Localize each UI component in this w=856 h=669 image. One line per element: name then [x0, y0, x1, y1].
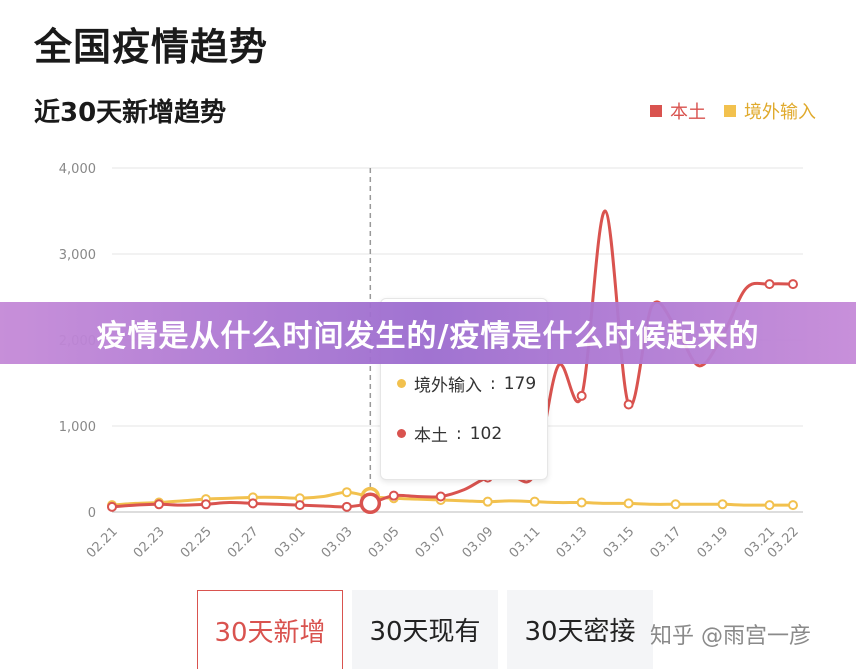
local-point	[107, 501, 117, 512]
imported-point	[764, 500, 775, 511]
imported-point	[670, 499, 681, 510]
x-tick-label: 03.09	[460, 524, 497, 561]
local-point	[200, 499, 211, 510]
x-tick-label: 03.07	[413, 524, 450, 561]
local-point	[153, 499, 164, 510]
tooltip-label-local: 本土	[414, 426, 448, 446]
x-tick-label: 02.25	[178, 524, 215, 561]
imported-point	[529, 496, 540, 507]
x-tick-label: 03.11	[507, 524, 544, 561]
imported-point	[482, 496, 493, 507]
local-highlight-point	[359, 492, 382, 514]
x-tick-label: 02.27	[225, 524, 262, 561]
tooltip-dot-imported	[397, 379, 406, 388]
tooltip-row-imported: 境外输入:179	[397, 371, 536, 396]
x-tick-label: 02.21	[84, 524, 121, 561]
tooltip-dot-local	[397, 429, 406, 438]
tooltip-row-local: 本土:102	[397, 421, 502, 446]
imported-point	[576, 497, 587, 508]
x-tick-label: 03.01	[272, 524, 309, 561]
page-title: 全国疫情趋势	[34, 25, 269, 69]
local-point	[247, 498, 258, 509]
local-point	[341, 501, 352, 512]
legend-swatch-imported	[724, 105, 736, 117]
tooltip-value-imported: 179	[503, 373, 537, 394]
imported-point	[623, 498, 634, 509]
x-tick-label: 03.17	[647, 524, 684, 561]
x-tick-label: 02.23	[131, 524, 168, 561]
local-point	[764, 279, 775, 290]
y-tick-label: 0	[88, 506, 96, 521]
overlay-banner: 疫情是从什么时间发生的/疫情是什么时候起来的	[0, 302, 856, 364]
banner-text: 疫情是从什么时间发生的/疫情是什么时候起来的	[96, 319, 760, 354]
imported-point	[788, 500, 798, 511]
local-point	[576, 390, 587, 401]
local-point	[788, 279, 798, 290]
legend-label-imported: 境外输入	[744, 102, 816, 123]
legend-swatch-local	[650, 105, 662, 117]
local-point	[623, 399, 634, 410]
local-point	[388, 490, 399, 501]
legend-label-local: 本土	[670, 102, 706, 123]
chart-title: 近30天新增趋势	[34, 98, 227, 128]
local-point	[294, 500, 305, 511]
imported-point	[717, 499, 728, 510]
imported-point	[341, 487, 352, 498]
x-tick-label: 03.19	[694, 524, 731, 561]
tab-30-day-new[interactable]: 30天新增	[197, 590, 343, 669]
y-tick-label: 4,000	[59, 162, 96, 177]
tab-30-day-current[interactable]: 30天现有	[352, 590, 498, 669]
y-tick-label: 3,000	[59, 248, 96, 263]
local-point	[435, 491, 446, 502]
tooltip-value-local: 102	[469, 423, 503, 444]
chart-legend: 本土 境外输入	[650, 98, 816, 124]
legend-item-imported[interactable]: 境外输入	[724, 98, 816, 124]
x-tick-label: 03.13	[554, 524, 591, 561]
y-tick-label: 1,000	[59, 420, 96, 435]
x-tick-label: 03.05	[366, 524, 403, 561]
watermark: 知乎 @雨宫一彦	[650, 624, 811, 649]
tab-30-day-close-contacts[interactable]: 30天密接	[507, 590, 653, 669]
x-tick-label: 03.03	[319, 524, 356, 561]
legend-item-local[interactable]: 本土	[650, 98, 706, 124]
x-tick-label: 03.15	[601, 524, 638, 561]
tooltip-label-imported: 境外输入	[414, 376, 482, 396]
